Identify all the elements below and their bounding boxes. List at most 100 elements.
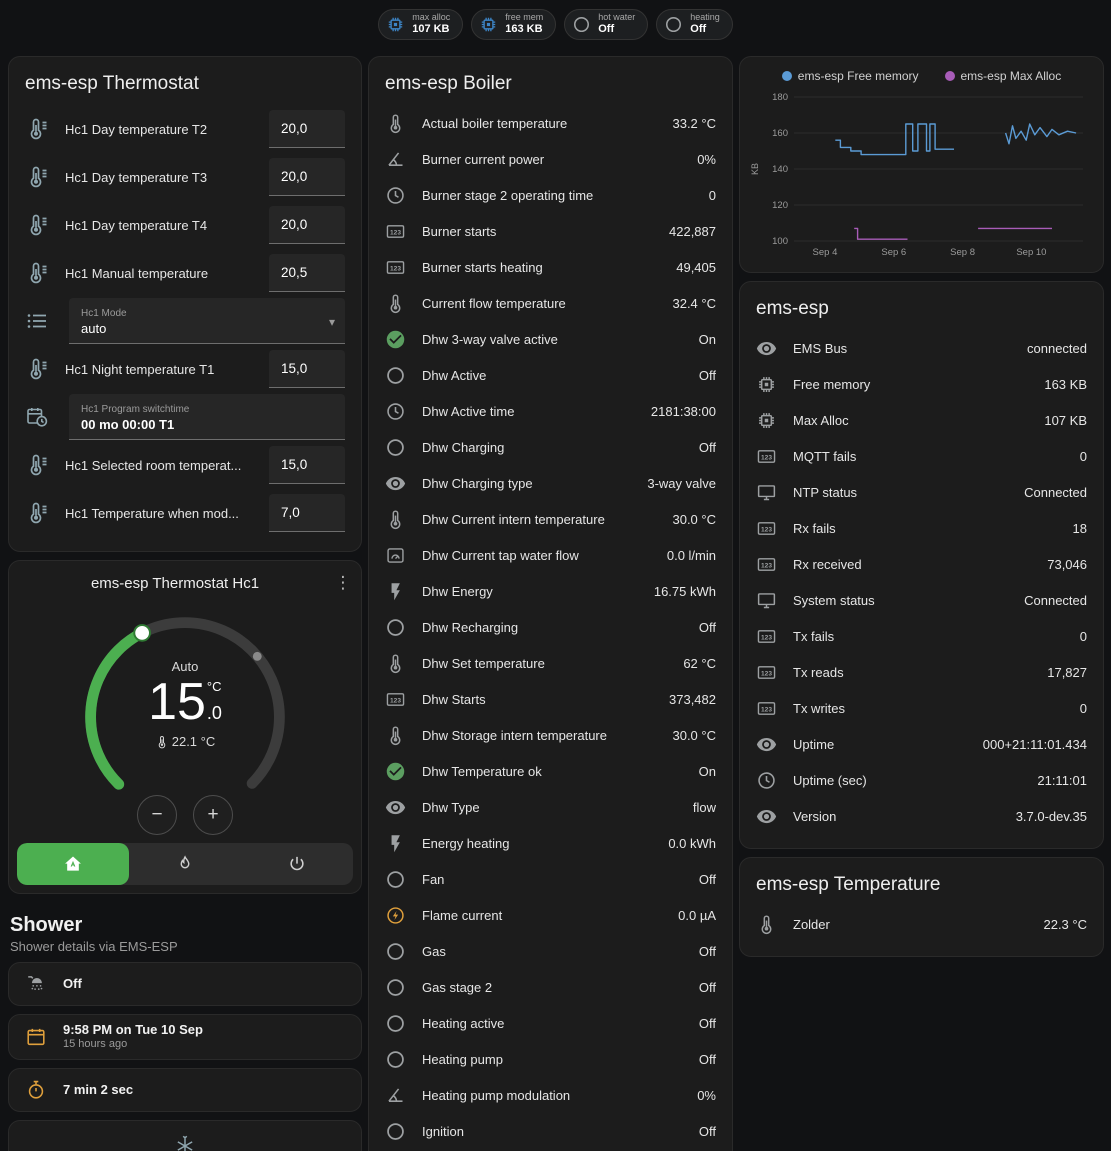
entity-name: Dhw Temperature ok — [422, 763, 542, 779]
status-badge[interactable]: max alloc 107 KB — [378, 8, 464, 40]
number-input[interactable]: 15,0 — [269, 350, 345, 388]
number-input[interactable]: 20,0 — [269, 158, 345, 196]
entity-row[interactable]: Zolder 22.3 °C — [756, 906, 1087, 942]
thermostat-dial[interactable]: Auto 15 °C .0 22.1 °C − + — [67, 599, 303, 835]
counter-icon: 123 — [756, 662, 777, 683]
entity-row[interactable]: 123 Rx fails 18 — [756, 510, 1087, 546]
number-input[interactable]: 20,0 — [269, 110, 345, 148]
entity-state: Off — [698, 1051, 716, 1067]
entity-row[interactable]: Flame current 0.0 µA — [385, 897, 716, 933]
number-input[interactable]: 20,0 — [269, 206, 345, 244]
more-menu-icon[interactable]: ⋮ — [334, 573, 352, 592]
entity-row[interactable]: Current flow temperature 32.4 °C — [385, 285, 716, 321]
auto-mode-button[interactable] — [17, 843, 129, 885]
entity-row[interactable]: 123 Tx reads 17,827 — [756, 654, 1087, 690]
entity-row[interactable]: Dhw Storage intern temperature 30.0 °C — [385, 717, 716, 753]
calendar-clock-icon — [25, 405, 49, 429]
entity-name: Dhw Energy — [422, 583, 493, 599]
monitor-icon — [756, 590, 777, 611]
entity-row[interactable]: 123 MQTT fails 0 — [756, 438, 1087, 474]
counter-icon: 123 — [385, 689, 406, 710]
increase-temp-button[interactable]: + — [193, 795, 233, 835]
entity-row[interactable]: Heating active Off — [385, 1005, 716, 1041]
entity-row[interactable]: Dhw 3-way valve active On — [385, 321, 716, 357]
dial-handle[interactable] — [133, 624, 151, 642]
entity-name: Tx fails — [793, 628, 835, 644]
boiler-card: ems-esp Boiler Actual boiler temperature… — [368, 56, 733, 1151]
datetime-input[interactable]: Hc1 Program switchtime 00 mo 00:00 T1 — [69, 394, 345, 440]
entity-row[interactable]: Dhw Current tap water flow 0.0 l/min — [385, 537, 716, 573]
entity-row[interactable]: 123 Burner starts heating 49,405 — [385, 249, 716, 285]
entity-row[interactable]: Dhw Type flow — [385, 789, 716, 825]
entity-row[interactable]: 123 Dhw Starts 373,482 — [385, 681, 716, 717]
number-input[interactable]: 20,5 — [269, 254, 345, 292]
entity-row[interactable]: Dhw Set temperature 62 °C — [385, 645, 716, 681]
number-input[interactable]: 7,0 — [269, 494, 345, 532]
shower-card[interactable]: 9:58 PM on Tue 10 Sep 15 hours ago — [8, 1014, 362, 1060]
card-primary-text: 7 min 2 sec — [63, 1081, 134, 1097]
entity-row[interactable]: Max Alloc 107 KB — [756, 402, 1087, 438]
entity-row[interactable]: Dhw Current intern temperature 30.0 °C — [385, 501, 716, 537]
entity-row[interactable]: Dhw Recharging Off — [385, 609, 716, 645]
entity-row[interactable]: 123 Tx writes 0 — [756, 690, 1087, 726]
badge-bar: max alloc 107 KB free mem 163 KB hot water Of… — [0, 0, 1111, 48]
entity-state: Connected — [1024, 592, 1087, 608]
middle-column: ems-esp Boiler Actual boiler temperature… — [368, 48, 733, 1151]
off-mode-button[interactable] — [241, 843, 353, 885]
entity-row[interactable]: Version 3.7.0-dev.35 — [756, 798, 1087, 834]
number-input[interactable]: 15,0 — [269, 446, 345, 484]
entity-row[interactable]: 123 Tx fails 0 — [756, 618, 1087, 654]
entity-row[interactable]: EMS Bus connected — [756, 330, 1087, 366]
counter-icon: 123 — [756, 446, 777, 467]
clock-icon — [385, 185, 406, 206]
decrease-temp-button[interactable]: − — [137, 795, 177, 835]
entity-row[interactable]: Burner current power 0% — [385, 141, 716, 177]
entity-row[interactable]: Gas Off — [385, 933, 716, 969]
svg-text:123: 123 — [761, 454, 772, 461]
entity-name: Gas — [422, 943, 446, 959]
entity-name: EMS Bus — [793, 340, 848, 356]
entity-row[interactable]: Burner stage 2 operating time 0 — [385, 177, 716, 213]
entity-row[interactable]: System status Connected — [756, 582, 1087, 618]
entity-row[interactable]: Fan Off — [385, 861, 716, 897]
entity-name: Heating active — [422, 1015, 505, 1031]
thermometer-icon — [385, 653, 406, 674]
entity-row[interactable]: Gas stage 2 Off — [385, 969, 716, 1005]
entity-row[interactable]: Dhw Temperature ok On — [385, 753, 716, 789]
entity-row[interactable]: Actual boiler temperature 33.2 °C — [385, 105, 716, 141]
entity-row[interactable]: Heating pump Off — [385, 1041, 716, 1077]
entity-row[interactable]: Uptime 000+21:11:01.434 — [756, 726, 1087, 762]
entity-row[interactable]: Uptime (sec) 21:11:01 — [756, 762, 1087, 798]
heat-mode-button[interactable] — [129, 843, 241, 885]
status-badge[interactable]: hot water Off — [564, 8, 649, 40]
entity-row[interactable]: Dhw Active Off — [385, 357, 716, 393]
clock-icon — [385, 401, 406, 422]
entity-row[interactable]: Energy heating 0.0 kWh — [385, 825, 716, 861]
entity-row[interactable]: Ignition Off — [385, 1113, 716, 1149]
entity-row[interactable]: NTP status Connected — [756, 474, 1087, 510]
circle-icon — [385, 437, 406, 458]
entity-row[interactable]: Dhw Charging Off — [385, 429, 716, 465]
entity-row[interactable]: 123 Rx received 73,046 — [756, 546, 1087, 582]
shower-card[interactable]: 7 min 2 sec — [8, 1068, 362, 1112]
temperature-entity-rows: Zolder 22.3 °C — [756, 906, 1087, 942]
entity-row[interactable]: Dhw Energy 16.75 kWh — [385, 573, 716, 609]
entity-row[interactable]: Heating pump modulation 0% — [385, 1077, 716, 1113]
format-list-icon — [25, 309, 49, 333]
setting-row: Hc1 Temperature when mod... 7,0 — [25, 489, 345, 537]
entity-row[interactable]: Free memory 163 KB — [756, 366, 1087, 402]
status-badge[interactable]: free mem 163 KB — [471, 8, 557, 40]
dashboard-grid: ems-esp Thermostat Hc1 Day temperature T… — [0, 48, 1111, 1151]
card-primary-text: 9:58 PM on Tue 10 Sep — [63, 1022, 203, 1037]
calendar-icon — [25, 1026, 47, 1048]
entity-name: Tx writes — [793, 700, 845, 716]
entity-row[interactable]: 123 Burner starts 422,887 — [385, 213, 716, 249]
shower-card[interactable]: Off — [8, 962, 362, 1006]
setting-row: Hc1 Manual temperature 20,5 — [25, 249, 345, 297]
entity-state: Connected — [1024, 484, 1087, 500]
status-badge[interactable]: heating Off — [656, 8, 733, 40]
entity-row[interactable]: Dhw Charging type 3-way valve — [385, 465, 716, 501]
shower-card[interactable] — [8, 1120, 362, 1151]
mode-select[interactable]: Hc1 Mode auto ▾ — [69, 298, 345, 344]
entity-row[interactable]: Dhw Active time 2181:38:00 — [385, 393, 716, 429]
